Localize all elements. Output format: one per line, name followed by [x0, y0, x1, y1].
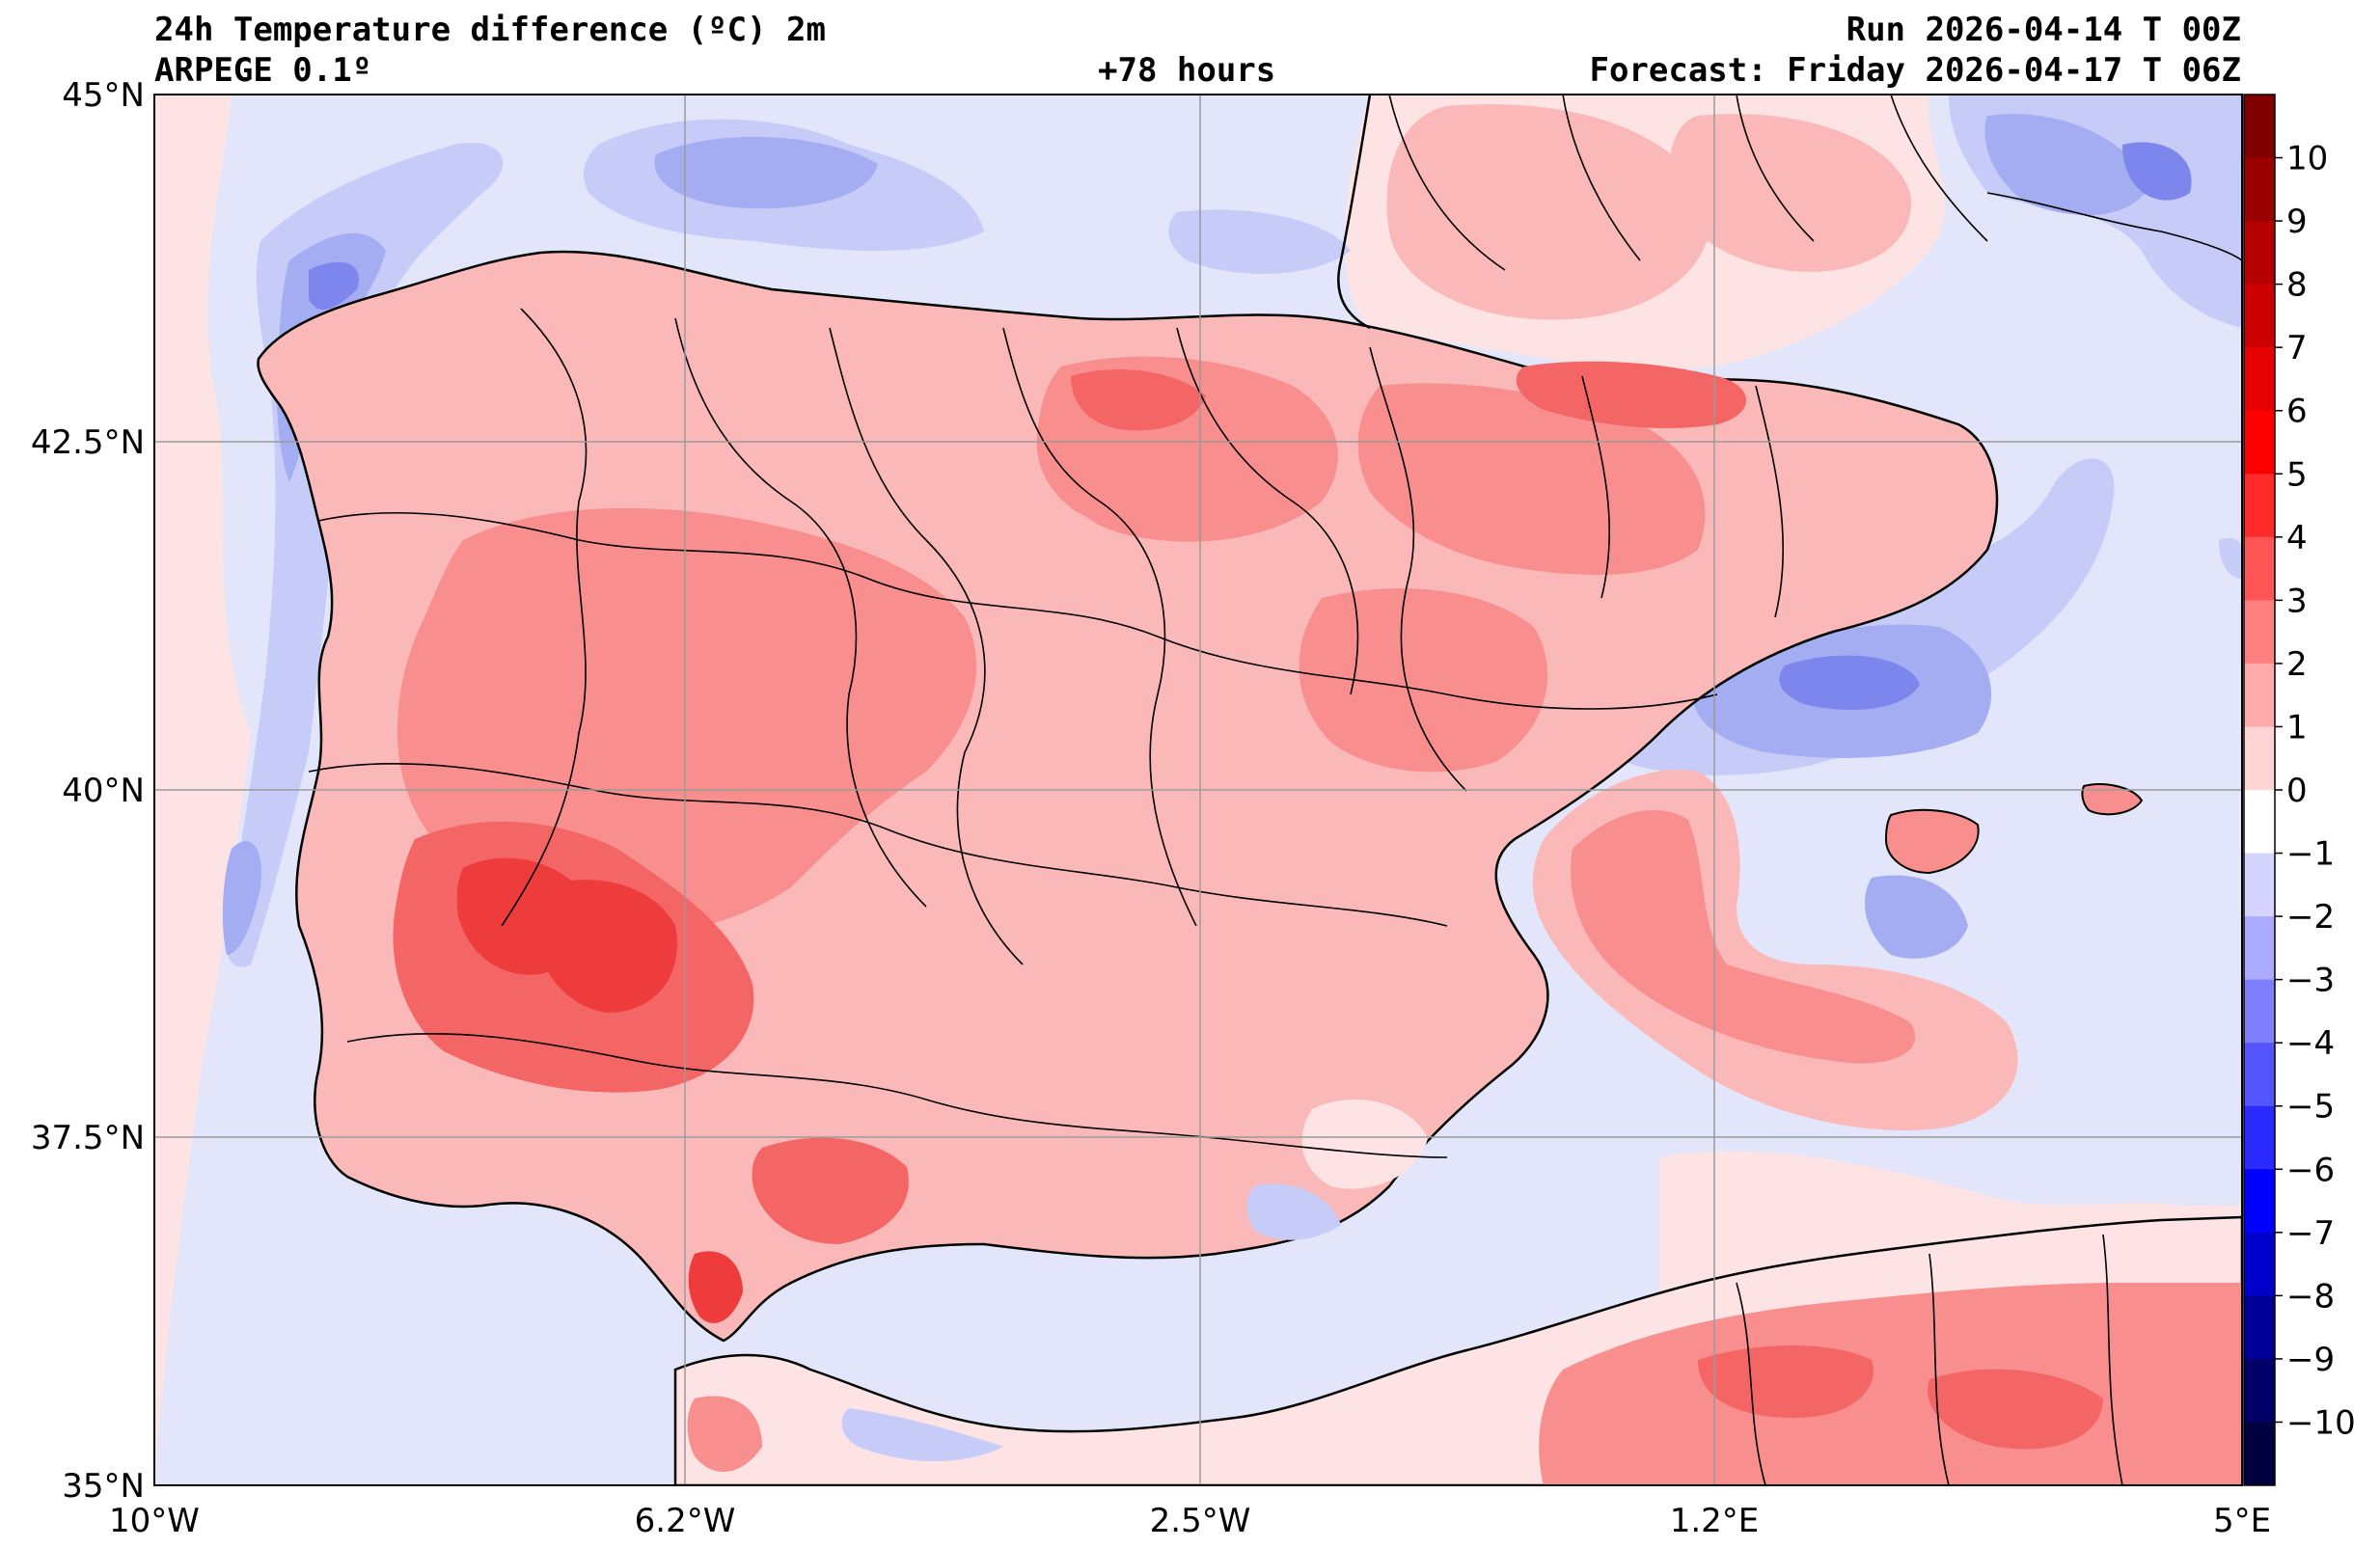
colorbar-segment	[2244, 410, 2275, 475]
colorbar-label: 3	[2286, 582, 2308, 620]
colorbar-segment	[2244, 979, 2275, 1044]
colorbar-label: 6	[2286, 393, 2308, 431]
lat-label-35: 35°N	[62, 1467, 145, 1506]
colorbar-segment	[2244, 474, 2275, 538]
colorbar-segment	[2244, 1295, 2275, 1360]
colorbar-segment	[2244, 95, 2275, 159]
colorbar-label: 2	[2286, 645, 2308, 684]
colorbar-segment	[2244, 853, 2275, 917]
france-warm-patches	[1386, 104, 1710, 320]
colorbar-label: 1	[2286, 708, 2308, 747]
colorbar-segment	[2244, 726, 2275, 791]
lon-label-2-5w: 2.5°W	[1150, 1502, 1251, 1540]
gridlines	[154, 95, 2242, 1485]
colorbar-label: −4	[2286, 1024, 2335, 1063]
lead-time-label: +78 hours	[1098, 51, 1276, 90]
model-label: ARPEGE 0.1º	[154, 51, 372, 90]
colorbar-label: 10	[2286, 140, 2328, 178]
colorbar-label: 4	[2286, 519, 2308, 557]
colorbar-label: −2	[2286, 898, 2335, 937]
lon-label-5e: 5°E	[2213, 1502, 2271, 1540]
colorbar-label: 7	[2286, 329, 2308, 367]
lon-label-6-2w: 6.2°W	[635, 1502, 736, 1540]
colorbar-label: −3	[2286, 962, 2335, 1000]
colorbar-segment	[2244, 1169, 2275, 1234]
colorbar-segment	[2244, 1232, 2275, 1296]
colorbar-segment	[2244, 157, 2275, 222]
colorbar-label: −6	[2286, 1151, 2335, 1189]
run-label: Run 2026-04-14 T 00Z	[1846, 11, 2241, 49]
colorbar-label: 8	[2286, 266, 2308, 305]
colorbar-segment	[2244, 1422, 2275, 1486]
map-frame	[153, 94, 2243, 1486]
colorbar-segment	[2244, 221, 2275, 285]
lon-label-10w: 10°W	[109, 1502, 200, 1540]
colorbar-label: −8	[2286, 1277, 2335, 1316]
colorbar-segment	[2244, 663, 2275, 727]
colorbar-segment	[2244, 1043, 2275, 1107]
colorbar-label: −5	[2286, 1088, 2335, 1127]
colorbar-segment	[2244, 600, 2275, 665]
colorbar-label: 0	[2286, 772, 2308, 810]
colorbar-label: −10	[2286, 1403, 2356, 1442]
chart-title: 24h Temperature difference (ºC) 2m	[154, 11, 826, 49]
lon-label-1-2e: 1.2°E	[1670, 1502, 1760, 1540]
lat-label-40: 40°N	[62, 772, 145, 810]
colorbar-segment	[2244, 284, 2275, 348]
colorbar-segment	[2244, 1105, 2275, 1170]
colorbar-label: −1	[2286, 835, 2335, 874]
colorbar-segment	[2244, 790, 2275, 855]
lat-label-42-5: 42.5°N	[31, 423, 145, 462]
colorbar-label: 9	[2286, 203, 2308, 241]
colorbar-label: −7	[2286, 1214, 2335, 1253]
colorbar-segment	[2244, 347, 2275, 412]
lat-label-45: 45°N	[62, 76, 145, 115]
colorbar-segment	[2244, 536, 2275, 601]
lat-label-37-5: 37.5°N	[31, 1119, 145, 1157]
colorbar-label: −9	[2286, 1341, 2335, 1379]
forecast-label: Forecast: Friday 2026-04-17 T 06Z	[1589, 51, 2241, 90]
balearic-islands	[1884, 783, 2144, 875]
colorbar-segment	[2244, 916, 2275, 981]
colorbar-label: 5	[2286, 455, 2308, 494]
colorbar-segment	[2244, 1358, 2275, 1423]
